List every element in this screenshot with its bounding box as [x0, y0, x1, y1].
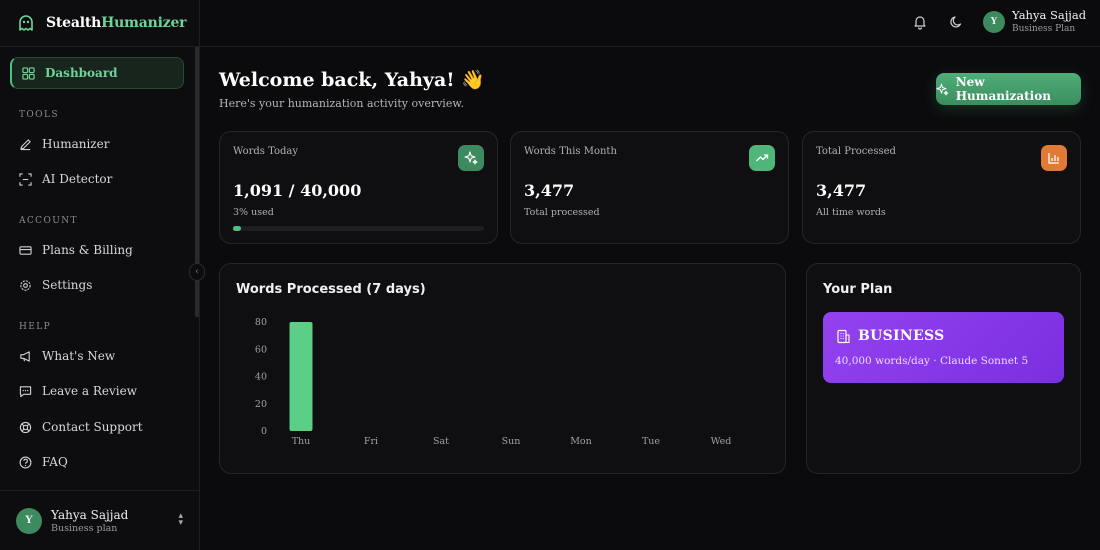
bell-icon[interactable]: [912, 14, 928, 30]
y-tick-label: 0: [261, 426, 267, 437]
page-subtitle: Here's your humanization activity overvi…: [219, 97, 464, 110]
x-tick-label: Tue: [642, 436, 660, 447]
bar-thu[interactable]: [289, 322, 313, 431]
collapse-sidebar-button[interactable]: ‹: [189, 263, 205, 281]
chevron-up-down-icon: ▴ ▾: [178, 511, 183, 528]
avatar[interactable]: Y: [983, 11, 1005, 33]
plan-name: BUSINESS: [858, 328, 945, 344]
plan-panel-title: Your Plan: [823, 282, 893, 297]
topbar-user[interactable]: Yahya Sajjad Business Plan: [1012, 8, 1086, 34]
sidebar-user-menu[interactable]: Y Yahya Sajjad Business plan ▴ ▾: [0, 490, 199, 550]
x-tick-label: Sat: [433, 436, 449, 447]
sidebar-item-plans-billing[interactable]: Plans & Billing: [19, 240, 133, 260]
x-tick-label: Fri: [364, 436, 378, 447]
sidebar-item-faq[interactable]: FAQ: [19, 452, 68, 472]
section-label-account: ACCOUNT: [19, 216, 78, 226]
y-tick-label: 40: [255, 372, 267, 383]
sparkle-icon: [936, 83, 949, 95]
lifebuoy-icon: [19, 421, 32, 433]
ghost-logo-icon: [19, 15, 33, 31]
sidebar-item-label: Contact Support: [42, 420, 143, 434]
credit-card-icon: [19, 245, 32, 255]
button-label: New Humanization: [955, 75, 1051, 103]
stat-card-total-processed: Total Processed 3,477 All time words: [802, 131, 1081, 244]
grid-icon: [22, 66, 35, 80]
stat-value: 3,477: [524, 181, 575, 200]
sidebar-item-settings[interactable]: Settings: [19, 275, 92, 295]
stat-sub: Total processed: [524, 207, 600, 218]
stat-value: 3,477: [816, 181, 867, 200]
chart-title: Words Processed (7 days): [236, 282, 426, 297]
brand[interactable]: StealthHumanizer: [0, 0, 199, 47]
plan-card[interactable]: BUSINESS 40,000 words/day · Claude Sonne…: [823, 312, 1064, 383]
brand-name: StealthHumanizer: [46, 15, 187, 31]
y-tick-label: 20: [255, 399, 267, 410]
sidebar-item-contact-support[interactable]: Contact Support: [19, 417, 143, 437]
user-name: Yahya Sajjad: [51, 507, 129, 522]
stat-label: Words Today: [233, 146, 299, 157]
plan-description: 40,000 words/day · Claude Sonnet 5: [835, 355, 1029, 367]
user-name: Yahya Sajjad: [1012, 8, 1087, 22]
sidebar-item-ai-detector[interactable]: AI Detector: [19, 169, 112, 189]
x-tick-label: Wed: [711, 436, 732, 447]
user-plan: Business plan: [51, 522, 118, 534]
trending-up-icon: [749, 145, 775, 171]
stat-sub: 3% used: [233, 207, 274, 218]
pen-icon: [20, 138, 31, 150]
help-circle-icon: [19, 456, 32, 468]
y-tick-label: 80: [255, 317, 267, 328]
moon-icon[interactable]: [948, 14, 964, 30]
page-title: Welcome back, Yahya! 👋: [219, 69, 485, 91]
sidebar-item-label: Humanizer: [42, 137, 110, 151]
section-label-help: HELP: [19, 322, 52, 332]
stat-card-words-month: Words This Month 3,477 Total processed: [510, 131, 789, 244]
stat-sub: All time words: [816, 207, 886, 218]
stat-label: Words This Month: [524, 146, 617, 157]
usage-progress-fill: [233, 226, 241, 231]
topbar: Y Yahya Sajjad Business Plan: [200, 0, 1100, 47]
new-humanization-button[interactable]: New Humanization: [936, 73, 1081, 105]
sidebar-item-label: AI Detector: [42, 172, 113, 186]
stat-value: 1,091 / 40,000: [233, 181, 362, 200]
chart-panel: Words Processed (7 days) 0 20 40 60 80 Thu Fri…: [219, 263, 786, 474]
sidebar-item-label: Dashboard: [45, 66, 118, 80]
x-tick-label: Mon: [570, 436, 592, 447]
scan-icon: [19, 172, 32, 186]
sidebar-item-label: What's New: [42, 349, 116, 363]
sidebar-item-whats-new[interactable]: What's New: [19, 346, 115, 366]
bar-chart-icon: [1041, 145, 1067, 171]
sidebar-item-label: Plans & Billing: [42, 243, 133, 257]
chevron-left-icon: ‹: [195, 267, 199, 277]
section-label-tools: TOOLS: [19, 110, 59, 120]
x-tick-label: Thu: [292, 436, 311, 447]
megaphone-icon: [20, 350, 30, 362]
avatar: Y: [16, 507, 42, 534]
sidebar-item-label: Settings: [42, 278, 93, 292]
bar-chart: 0 20 40 60 80 Thu Fri Sat Sun Mon Tue Wed: [255, 317, 732, 447]
gear-icon: [20, 279, 31, 291]
message-icon: [19, 385, 32, 397]
sidebar-scrollbar[interactable]: [195, 47, 199, 317]
plan-panel: Your Plan BUSINESS 40,000 words/day · Cl…: [806, 263, 1081, 474]
stat-label: Total Processed: [816, 146, 896, 157]
building-icon: [837, 329, 850, 344]
x-tick-label: Sun: [502, 436, 521, 447]
sidebar-item-label: Leave a Review: [42, 384, 138, 398]
sidebar-item-leave-review[interactable]: Leave a Review: [19, 381, 137, 401]
stat-card-words-today: Words Today 1,091 / 40,000 3% used: [219, 131, 498, 244]
sidebar-item-label: FAQ: [42, 455, 68, 469]
usage-progress-bar: [233, 226, 484, 231]
sparkle-icon: [458, 145, 484, 171]
sidebar-item-humanizer[interactable]: Humanizer: [19, 134, 109, 154]
sidebar-item-dashboard[interactable]: Dashboard: [10, 57, 184, 89]
sidebar: StealthHumanizer Dashboard TOOLS Humaniz…: [0, 0, 200, 550]
y-tick-label: 60: [255, 344, 267, 355]
user-plan: Business Plan: [1012, 24, 1076, 34]
